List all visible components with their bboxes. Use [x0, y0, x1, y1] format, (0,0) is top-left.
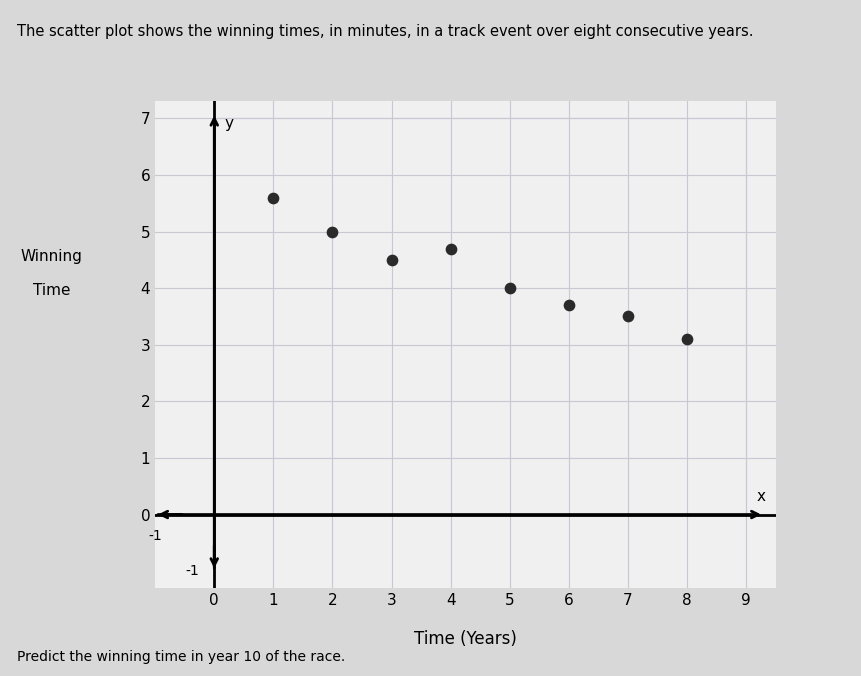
Point — [384, 254, 398, 265]
Point — [502, 283, 516, 293]
Text: The scatter plot shows the winning times, in minutes, in a track event over eigh: The scatter plot shows the winning times… — [17, 24, 753, 39]
Bar — [214, 118, 746, 514]
Text: x: x — [756, 489, 765, 504]
Point — [561, 299, 575, 310]
Text: Predict the winning time in year 10 of the race.: Predict the winning time in year 10 of t… — [17, 650, 345, 664]
Point — [325, 226, 339, 237]
Point — [443, 243, 457, 254]
Text: -1: -1 — [148, 529, 162, 543]
Text: y: y — [225, 116, 233, 130]
Text: Time: Time — [33, 283, 71, 298]
Text: Winning: Winning — [21, 249, 83, 264]
Text: -1: -1 — [185, 564, 199, 578]
Point — [621, 311, 635, 322]
Text: Time (Years): Time (Years) — [413, 630, 517, 648]
Point — [266, 192, 280, 203]
Point — [679, 334, 693, 345]
